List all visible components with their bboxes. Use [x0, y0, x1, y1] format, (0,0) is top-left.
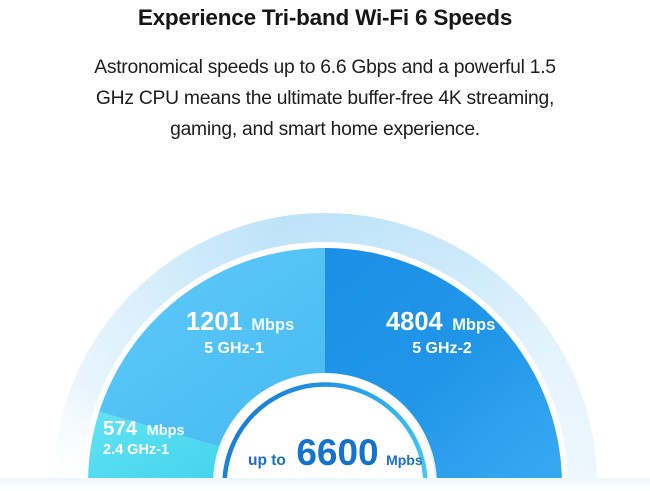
- svg-text:up to 6600: up to 6600 Mpbs: [248, 432, 423, 473]
- description-line-2: GHz CPU means the ultimate buffer-free 4…: [95, 88, 555, 109]
- svg-text:4804 Mbps: 4804 Mbps: [386, 308, 495, 336]
- page-description: Astronomical speeds up to 6.6 Gbps and a…: [0, 32, 650, 145]
- slice-5ghz-1: [99, 247, 326, 447]
- slice-5ghz-1-value: 1201: [186, 308, 243, 336]
- svg-text:1201 Mbps: 1201 Mbps: [186, 308, 294, 336]
- description-line-1: Astronomical speeds up to 6.6 Gbps and a…: [94, 57, 556, 78]
- total-unit: Mpbs: [386, 452, 423, 468]
- slice-5ghz-2-value: 4804: [386, 308, 444, 336]
- total-value: 6600: [296, 432, 378, 473]
- slice-label-5ghz-2: 4804 Mbps 5 GHz-2: [386, 308, 495, 357]
- slice-2-4ghz-unit: Mbps: [147, 423, 185, 439]
- halo-ring: [53, 213, 597, 485]
- svg-text:574 Mbps: 574 Mbps: [103, 417, 185, 440]
- total-speed-label: up to 6600 Mpbs: [248, 432, 423, 473]
- slice-5ghz-1-band: 5 GHz-1: [204, 340, 264, 357]
- slice-5ghz-2-band: 5 GHz-2: [412, 340, 472, 357]
- slice-2-4ghz-value: 574: [103, 417, 138, 440]
- speed-donut-chart: 574 Mbps 2.4 GHz-1 1201 Mbps 5 GHz-1: [53, 213, 597, 491]
- page-title: Experience Tri-band Wi-Fi 6 Speeds: [137, 5, 513, 30]
- total-prefix: up to: [248, 452, 286, 469]
- intro-text-block: Experience Tri-band Wi-Fi 6 Speeds Astro…: [0, 0, 650, 145]
- slice-label-2-4ghz: 574 Mbps 2.4 GHz-1: [103, 417, 185, 458]
- slice-2-4ghz-band: 2.4 GHz-1: [103, 442, 169, 458]
- slice-label-5ghz-1: 1201 Mbps 5 GHz-1: [186, 308, 294, 357]
- center-disc: [213, 373, 437, 491]
- slice-5ghz-2: [325, 248, 562, 485]
- description-line-3: gaming, and smart home experience.: [170, 119, 480, 140]
- speed-arc-graphic: 574 Mbps 2.4 GHz-1 1201 Mbps 5 GHz-1: [0, 186, 650, 491]
- slice-2-4ghz: [87, 411, 220, 485]
- slice-5ghz-1-unit: Mbps: [251, 316, 294, 334]
- slice-5ghz-2-unit: Mbps: [452, 316, 495, 334]
- slice-highlight: [99, 247, 326, 447]
